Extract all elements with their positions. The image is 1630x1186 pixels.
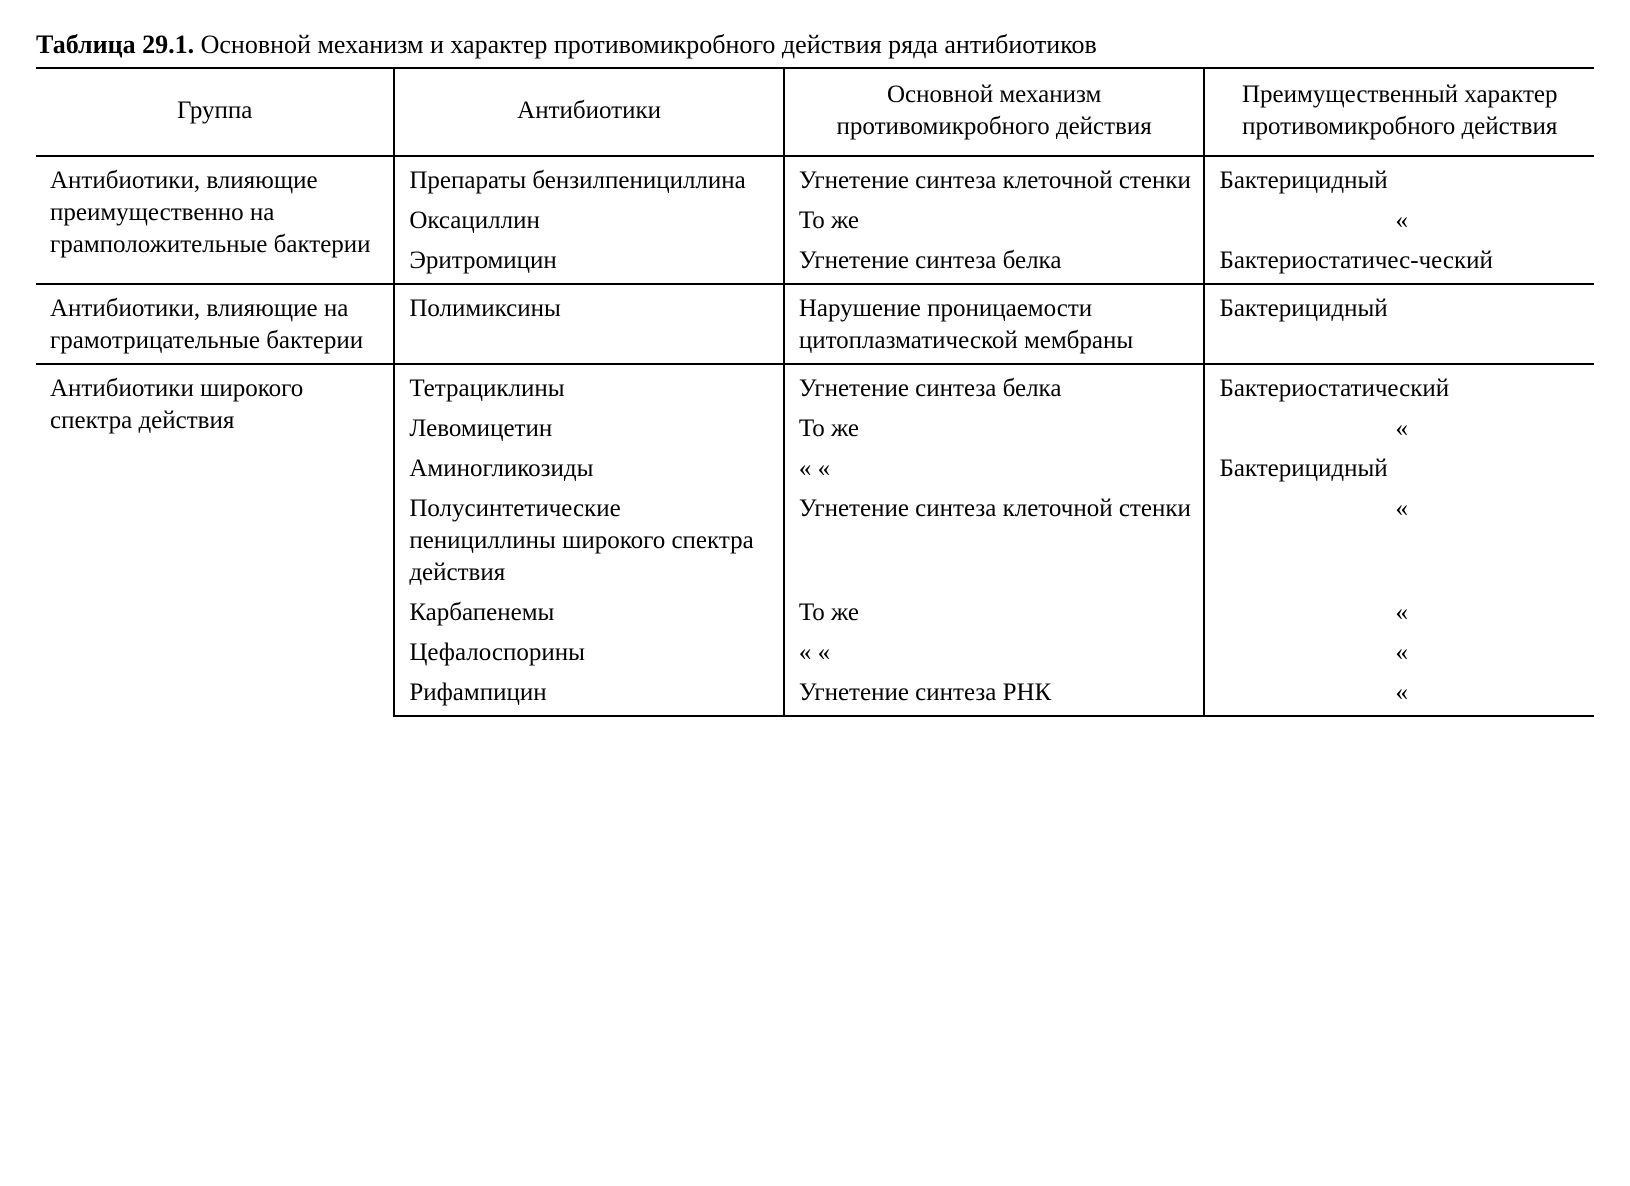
mechanism-cell: Угнетение синтеза белка [784,364,1205,411]
table-row: Антибиотики, влияющие преимущественно на… [36,156,1594,203]
mechanism-cell: То же [784,411,1205,451]
antibiotic-cell: Эритромицин [394,243,784,284]
table-header-row: Группа Антибиотики Основной механизм про… [36,68,1594,156]
mechanism-cell: Угнетение синтеза клеточной стенки [784,491,1205,595]
character-cell: Бактериостатический [1204,364,1594,411]
table-row: Антибиотики широкого спектра действияТет… [36,364,1594,411]
antibiotic-cell: Полусинтетические пенициллины широкого с… [394,491,784,595]
table-caption: Таблица 29.1. Основной механизм и характ… [36,28,1594,61]
antibiotic-cell: Препараты бензилпенициллина [394,156,784,203]
character-cell: « [1204,675,1594,716]
mechanism-cell: Угнетение синтеза клеточной стенки [784,156,1205,203]
col-header-antibiotics: Антибиотики [394,68,784,156]
mechanism-cell: Угнетение синтеза белка [784,243,1205,284]
antibiotic-cell: Карбапенемы [394,595,784,635]
col-header-mechanism: Основной механизм противомикробного дейс… [784,68,1205,156]
col-header-character: Преимущественный характер противомикробн… [1204,68,1594,156]
antibiotic-cell: Полимиксины [394,284,784,364]
table-row: Антибиотики, влияющие на грамотрицательн… [36,284,1594,364]
group-cell: Антибиотики, влияющие на грамотрицательн… [36,284,394,364]
mechanism-cell: То же [784,203,1205,243]
character-cell: Бактериостатичес-ческий [1204,243,1594,284]
mechanism-cell: Нарушение проницаемости цитоплазматическ… [784,284,1205,364]
antibiotic-cell: Левомицетин [394,411,784,451]
antibiotics-table: Группа Антибиотики Основной механизм про… [36,67,1594,717]
col-header-group: Группа [36,68,394,156]
character-cell: « [1204,203,1594,243]
mechanism-cell: « « [784,451,1205,491]
character-cell: « [1204,411,1594,451]
antibiotic-cell: Цефалоспорины [394,635,784,675]
antibiotic-cell: Аминогликозиды [394,451,784,491]
mechanism-cell: Угнетение синтеза РНК [784,675,1205,716]
group-cell: Антибиотики широкого спектра действия [36,364,394,716]
caption-text: Основной механизм и характер противомикр… [201,30,1097,59]
mechanism-cell: То же [784,595,1205,635]
character-cell: Бактерицидный [1204,284,1594,364]
antibiotic-cell: Тетрациклины [394,364,784,411]
antibiotic-cell: Рифампицин [394,675,784,716]
antibiotic-cell: Оксациллин [394,203,784,243]
caption-label: Таблица 29.1. [36,30,194,59]
character-cell: Бактерицидный [1204,156,1594,203]
character-cell: « [1204,595,1594,635]
mechanism-cell: « « [784,635,1205,675]
character-cell: Бактерицидный [1204,451,1594,491]
character-cell: « [1204,635,1594,675]
group-cell: Антибиотики, влияющие преимущественно на… [36,156,394,284]
character-cell: « [1204,491,1594,595]
